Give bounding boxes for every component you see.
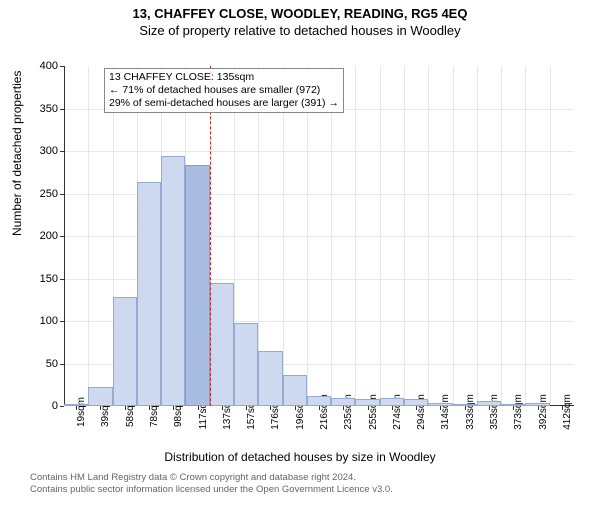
y-tick-label: 250 <box>40 188 58 200</box>
histogram-bar <box>137 182 161 406</box>
histogram-bar <box>307 396 331 406</box>
x-tick-label: 392sqm <box>538 394 549 430</box>
histogram-bar <box>161 156 185 406</box>
x-tick-label: 314sqm <box>440 394 451 430</box>
footer: Contains HM Land Registry data © Crown c… <box>30 472 393 496</box>
histogram-bar <box>64 404 88 406</box>
y-tick-label: 400 <box>40 60 58 72</box>
histogram-bar <box>453 404 477 406</box>
histogram-bar <box>234 323 258 406</box>
y-tick-label: 0 <box>52 400 58 412</box>
y-tick-label: 50 <box>46 358 58 370</box>
histogram-bar <box>283 375 307 406</box>
footer-line-1: Contains HM Land Registry data © Crown c… <box>30 472 393 484</box>
histogram-bar <box>258 351 282 406</box>
histogram-bar <box>404 399 428 406</box>
reference-line <box>210 66 211 406</box>
y-tick-label: 100 <box>40 315 58 327</box>
page-title: 13, CHAFFEY CLOSE, WOODLEY, READING, RG5… <box>0 6 600 21</box>
x-tick-label: 373sqm <box>513 394 524 430</box>
histogram-bar <box>331 398 355 407</box>
annotation-line-1: 13 CHAFFEY CLOSE: 135sqm <box>109 71 339 84</box>
x-tick-label: 333sqm <box>465 394 476 430</box>
footer-line-2: Contains public sector information licen… <box>30 484 393 496</box>
x-tick-label: 353sqm <box>489 394 500 430</box>
histogram-bar <box>88 387 112 406</box>
histogram-bar <box>525 403 549 406</box>
x-tick-label: 19sqm <box>76 397 87 427</box>
histogram-bar <box>185 165 209 406</box>
histogram-bar <box>428 403 452 406</box>
histogram-bar <box>113 297 137 406</box>
annotation-box: 13 CHAFFEY CLOSE: 135sqm ← 71% of detach… <box>104 68 344 113</box>
x-tick-label: 412sqm <box>562 394 573 430</box>
y-tick-label: 350 <box>40 103 58 115</box>
histogram-bar <box>355 399 379 406</box>
histogram-bar <box>501 404 525 406</box>
subtitle: Size of property relative to detached ho… <box>0 23 600 38</box>
histogram-bar <box>380 398 404 407</box>
y-tick-label: 300 <box>40 145 58 157</box>
y-tick-label: 200 <box>40 230 58 242</box>
x-axis-label: Distribution of detached houses by size … <box>0 450 600 464</box>
annotation-line-2: ← 71% of detached houses are smaller (97… <box>109 84 339 97</box>
y-tick-label: 150 <box>40 273 58 285</box>
histogram-bar <box>210 283 234 406</box>
annotation-line-3: 29% of semi-detached houses are larger (… <box>109 97 339 110</box>
histogram-chart: 050100150200250300350400 19sqm39sqm58sqm… <box>64 66 574 406</box>
y-axis-label: Number of detached properties <box>10 71 24 236</box>
histogram-bar <box>477 401 501 406</box>
